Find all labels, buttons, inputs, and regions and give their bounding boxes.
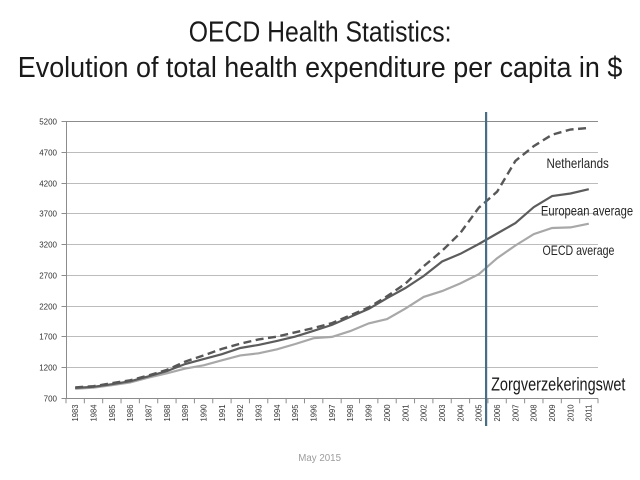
svg-text:1993: 1993 [254,404,264,421]
svg-text:1987: 1987 [143,404,153,421]
svg-text:3200: 3200 [39,240,57,249]
svg-text:2009: 2009 [547,404,557,421]
svg-text:OECD average: OECD average [543,242,615,258]
svg-text:1986: 1986 [125,404,135,421]
svg-text:700: 700 [44,394,58,403]
svg-text:1985: 1985 [107,404,117,421]
svg-text:2003: 2003 [437,404,447,421]
svg-text:1997: 1997 [327,404,337,421]
svg-text:OECD Health Statistics:: OECD Health Statistics: [189,17,452,49]
svg-text:2005: 2005 [474,404,484,421]
svg-text:2011: 2011 [584,404,594,421]
svg-text:1984: 1984 [88,404,98,421]
svg-text:Evolution of total health expe: Evolution of total health expenditure pe… [18,52,623,84]
svg-text:2200: 2200 [39,302,57,311]
svg-text:1994: 1994 [272,404,282,421]
svg-text:3700: 3700 [39,209,57,218]
svg-text:2700: 2700 [39,271,57,280]
svg-text:1200: 1200 [39,363,57,372]
svg-text:Netherlands: Netherlands [547,155,609,171]
svg-text:2008: 2008 [529,404,539,421]
svg-text:1990: 1990 [198,404,208,421]
svg-text:1700: 1700 [39,332,57,341]
svg-text:1983: 1983 [70,404,80,421]
svg-text:2010: 2010 [565,404,575,421]
svg-text:Zorgverzekeringswet: Zorgverzekeringswet [491,375,625,395]
svg-text:2002: 2002 [419,404,429,421]
svg-text:1988: 1988 [162,404,172,421]
svg-text:2007: 2007 [510,404,520,421]
svg-text:1999: 1999 [364,404,374,421]
svg-text:1995: 1995 [290,404,300,421]
svg-text:2001: 2001 [400,404,410,421]
svg-text:1996: 1996 [309,404,319,421]
svg-text:4200: 4200 [39,179,57,188]
svg-text:5200: 5200 [39,117,57,126]
svg-text:May 2015: May 2015 [298,453,341,464]
svg-text:1992: 1992 [235,404,245,421]
svg-text:2004: 2004 [455,404,465,421]
svg-text:1998: 1998 [345,404,355,421]
svg-text:European average: European average [541,203,633,219]
svg-text:4700: 4700 [39,148,57,157]
svg-text:1991: 1991 [217,404,227,421]
svg-text:2000: 2000 [382,404,392,421]
svg-text:2006: 2006 [492,404,502,421]
svg-text:1989: 1989 [180,404,190,421]
